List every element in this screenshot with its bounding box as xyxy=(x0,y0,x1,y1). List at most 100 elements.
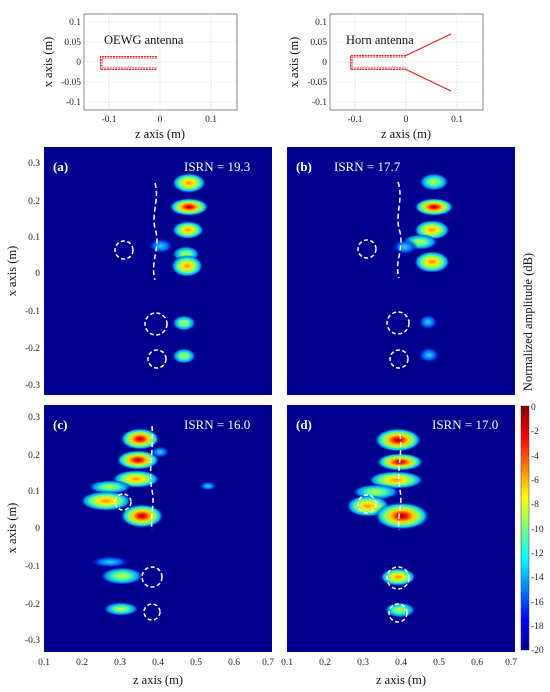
image-panel-c: (c) ISRN = 16.0 xyxy=(44,405,272,652)
colorbar-ticks: 0 -2 -4 -6 -8 -10 -12 -14 -16 -18 -20 xyxy=(531,403,544,656)
panel-letter: (a) xyxy=(53,159,68,174)
svg-text:-0.05: -0.05 xyxy=(307,78,327,88)
svg-text:0: 0 xyxy=(76,58,81,68)
antenna-x-label: z axis (m) xyxy=(381,127,431,141)
svg-text:-4: -4 xyxy=(531,452,539,462)
image-x-label-left: z axis (m) xyxy=(133,673,183,687)
target-circles xyxy=(114,493,163,621)
svg-text:0.7: 0.7 xyxy=(262,658,274,668)
svg-text:0.1: 0.1 xyxy=(451,115,463,125)
reflection-blobs xyxy=(346,428,430,618)
svg-text:-0.1: -0.1 xyxy=(25,307,40,317)
svg-text:0: 0 xyxy=(35,269,40,279)
panel-letter: (b) xyxy=(296,159,312,174)
svg-text:0.05: 0.05 xyxy=(310,38,327,48)
antenna-grid xyxy=(84,14,237,110)
svg-text:0.6: 0.6 xyxy=(471,658,483,668)
svg-text:-0.3: -0.3 xyxy=(25,636,40,646)
svg-text:-0.1: -0.1 xyxy=(25,562,40,572)
antenna-panel-horn: Horn antenna -0.1 0 0.1 0.1 0.05 0 -0.05… xyxy=(287,13,484,141)
target-circles xyxy=(357,239,410,369)
svg-text:0: 0 xyxy=(35,524,40,534)
antenna-x-ticks: -0.1 0 0.1 xyxy=(347,115,463,125)
panel-letter: (d) xyxy=(296,417,312,432)
antenna-x-ticks: -0.1 0 0.1 xyxy=(101,115,217,125)
antenna-panel-oewg: OEWG antenna -0.1 0 0.1 0.1 0.05 0 -0.05… xyxy=(41,13,238,141)
surface-contour xyxy=(397,433,402,531)
surface-contour xyxy=(152,182,158,281)
antenna-y-label: x axis (m) xyxy=(287,37,301,88)
image-y-label-top: x axis (m) xyxy=(5,246,19,297)
svg-text:-0.05: -0.05 xyxy=(61,78,81,88)
panel-letter: (c) xyxy=(53,417,67,432)
svg-text:-6: -6 xyxy=(531,476,539,486)
svg-text:0: 0 xyxy=(404,115,409,125)
svg-text:-0.1: -0.1 xyxy=(347,115,362,125)
image-panel-b: (b) ISRN = 17.7 xyxy=(287,147,515,395)
target-circles xyxy=(114,240,168,369)
svg-text:0.1: 0.1 xyxy=(281,658,293,668)
antenna-y-ticks: 0.1 0.05 0 -0.05 -0.1 xyxy=(307,18,327,108)
svg-text:-0.2: -0.2 xyxy=(25,344,40,354)
svg-text:-12: -12 xyxy=(531,549,544,559)
svg-text:0.1: 0.1 xyxy=(69,18,81,28)
svg-text:0.2: 0.2 xyxy=(319,658,331,668)
svg-text:0.3: 0.3 xyxy=(114,658,126,668)
reflection-blobs xyxy=(392,173,454,363)
image-background xyxy=(287,147,515,395)
isrn-value: ISRN = 17.0 xyxy=(432,417,498,432)
image-background xyxy=(44,147,272,395)
image-x-ticks-left: 0.1 0.2 0.3 0.4 0.5 0.6 0.7 xyxy=(38,658,274,668)
svg-text:-20: -20 xyxy=(531,646,544,656)
image-y-ticks-top: 0.3 0.2 0.1 0 -0.1 -0.2 -0.3 xyxy=(25,159,40,391)
svg-text:0.05: 0.05 xyxy=(64,38,81,48)
isrn-value: ISRN = 19.3 xyxy=(184,159,250,174)
svg-text:0.1: 0.1 xyxy=(28,233,40,243)
antenna-y-ticks: 0.1 0.05 0 -0.05 -0.1 xyxy=(61,18,81,108)
svg-text:-2: -2 xyxy=(531,427,539,437)
antenna-label: Horn antenna xyxy=(346,33,414,47)
svg-text:0.1: 0.1 xyxy=(28,487,40,497)
svg-text:0.3: 0.3 xyxy=(28,413,40,423)
surface-contour xyxy=(149,425,154,531)
svg-text:-16: -16 xyxy=(531,598,544,608)
svg-text:0.2: 0.2 xyxy=(28,451,40,461)
svg-text:-0.1: -0.1 xyxy=(101,115,116,125)
image-x-label-right: z axis (m) xyxy=(376,673,426,687)
svg-text:-8: -8 xyxy=(531,500,539,510)
svg-text:0.5: 0.5 xyxy=(190,658,202,668)
svg-text:-18: -18 xyxy=(531,622,544,632)
target-circles xyxy=(357,494,410,623)
reflection-blobs xyxy=(80,428,217,616)
image-y-label-bottom: x axis (m) xyxy=(5,503,19,554)
svg-text:0.1: 0.1 xyxy=(38,658,50,668)
horn-antenna-outline xyxy=(349,54,406,71)
colorbar-label: Normalized amplitude (dB) xyxy=(521,253,535,391)
svg-text:0.4: 0.4 xyxy=(152,658,164,668)
colorbar-gradient xyxy=(520,405,530,651)
svg-text:0: 0 xyxy=(158,115,163,125)
svg-text:-0.1: -0.1 xyxy=(312,98,327,108)
image-x-ticks-right: 0.1 0.2 0.3 0.4 0.5 0.6 0.7 xyxy=(281,658,517,668)
surface-contour xyxy=(396,181,402,279)
svg-text:-0.2: -0.2 xyxy=(25,600,40,610)
antenna-x-label: z axis (m) xyxy=(135,127,185,141)
svg-text:0.3: 0.3 xyxy=(357,658,369,668)
svg-text:-0.1: -0.1 xyxy=(66,98,81,108)
horn-flare xyxy=(405,33,452,92)
antenna-grid xyxy=(330,14,483,110)
isrn-value: ISRN = 16.0 xyxy=(184,417,250,432)
reflection-blobs xyxy=(148,173,209,364)
svg-text:0.4: 0.4 xyxy=(395,658,407,668)
svg-text:0.7: 0.7 xyxy=(505,658,517,668)
svg-text:-14: -14 xyxy=(531,573,544,583)
image-panel-d: (d) ISRN = 17.0 xyxy=(287,405,515,652)
colorbar: 0 -2 -4 -6 -8 -10 -12 -14 -16 -18 -20 No… xyxy=(520,253,544,656)
svg-text:0.2: 0.2 xyxy=(28,197,40,207)
isrn-value: ISRN = 17.7 xyxy=(334,159,401,174)
svg-text:0: 0 xyxy=(322,58,327,68)
antenna-y-label: x axis (m) xyxy=(41,37,55,88)
image-y-ticks-bottom: 0.3 0.2 0.1 0 -0.1 -0.2 -0.3 xyxy=(25,413,40,646)
image-panel-a: (a) ISRN = 19.3 xyxy=(44,147,272,395)
